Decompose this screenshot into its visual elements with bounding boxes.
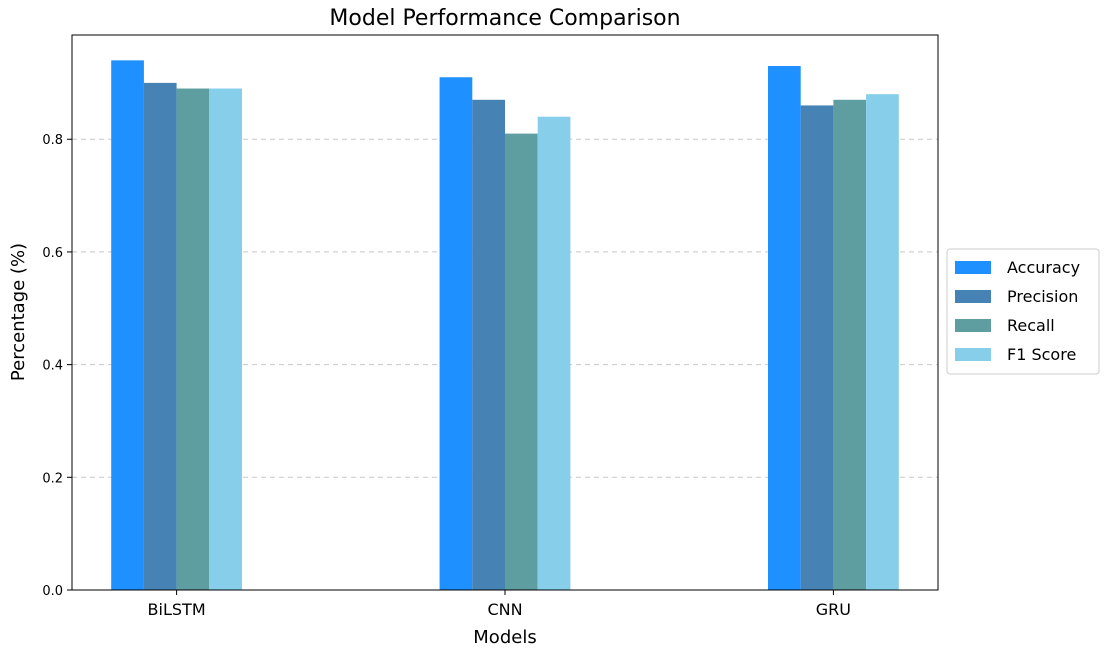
legend-swatch (955, 290, 991, 303)
x-tick-label: GRU (816, 600, 851, 619)
y-tick-label: 0.4 (42, 359, 63, 374)
y-tick-label: 0.0 (42, 584, 63, 599)
chart-title: Model Performance Comparison (329, 6, 680, 31)
y-tick-label: 0.6 (42, 246, 63, 261)
x-axis-ticks: BiLSTM CNN GRU (148, 590, 851, 619)
bar-f1-score-cnn (537, 116, 571, 591)
x-tick-label: BiLSTM (148, 600, 206, 619)
legend-entry-label: Precision (1007, 287, 1078, 306)
bar-precision-bilstm (143, 82, 177, 590)
bar-accuracy-cnn (439, 77, 473, 590)
y-axis-ticks: 0.0 0.2 0.4 0.6 0.8 (42, 133, 72, 599)
bar-recall-bilstm (176, 88, 210, 590)
plot-frame (71, 34, 939, 591)
bar-recall-gru (833, 99, 867, 591)
legend: Accuracy Precision Recall F1 Score (946, 248, 1100, 375)
y-tick-label: 0.2 (42, 471, 63, 486)
legend-swatch (955, 319, 991, 332)
bar-accuracy-bilstm (111, 60, 144, 590)
x-axis-label: Models (473, 627, 536, 648)
bar-f1-score-bilstm (209, 88, 242, 590)
bar-recall-cnn (505, 133, 538, 590)
y-axis-label: Percentage (%) (8, 243, 29, 381)
bar-precision-gru (800, 105, 834, 591)
bar-accuracy-gru (768, 65, 801, 590)
legend-entry-label: F1 Score (1007, 345, 1076, 364)
legend-box (946, 248, 1100, 375)
y-tick-label: 0.8 (42, 133, 63, 148)
bars (111, 60, 899, 591)
legend-entry-label: Accuracy (1007, 258, 1080, 277)
bar-f1-score-gru (866, 94, 899, 590)
legend-entry-label: Recall (1007, 316, 1055, 335)
x-tick-label: CNN (487, 600, 522, 619)
legend-swatch (955, 348, 991, 361)
legend-swatch (955, 261, 991, 274)
bar-precision-cnn (472, 99, 505, 591)
